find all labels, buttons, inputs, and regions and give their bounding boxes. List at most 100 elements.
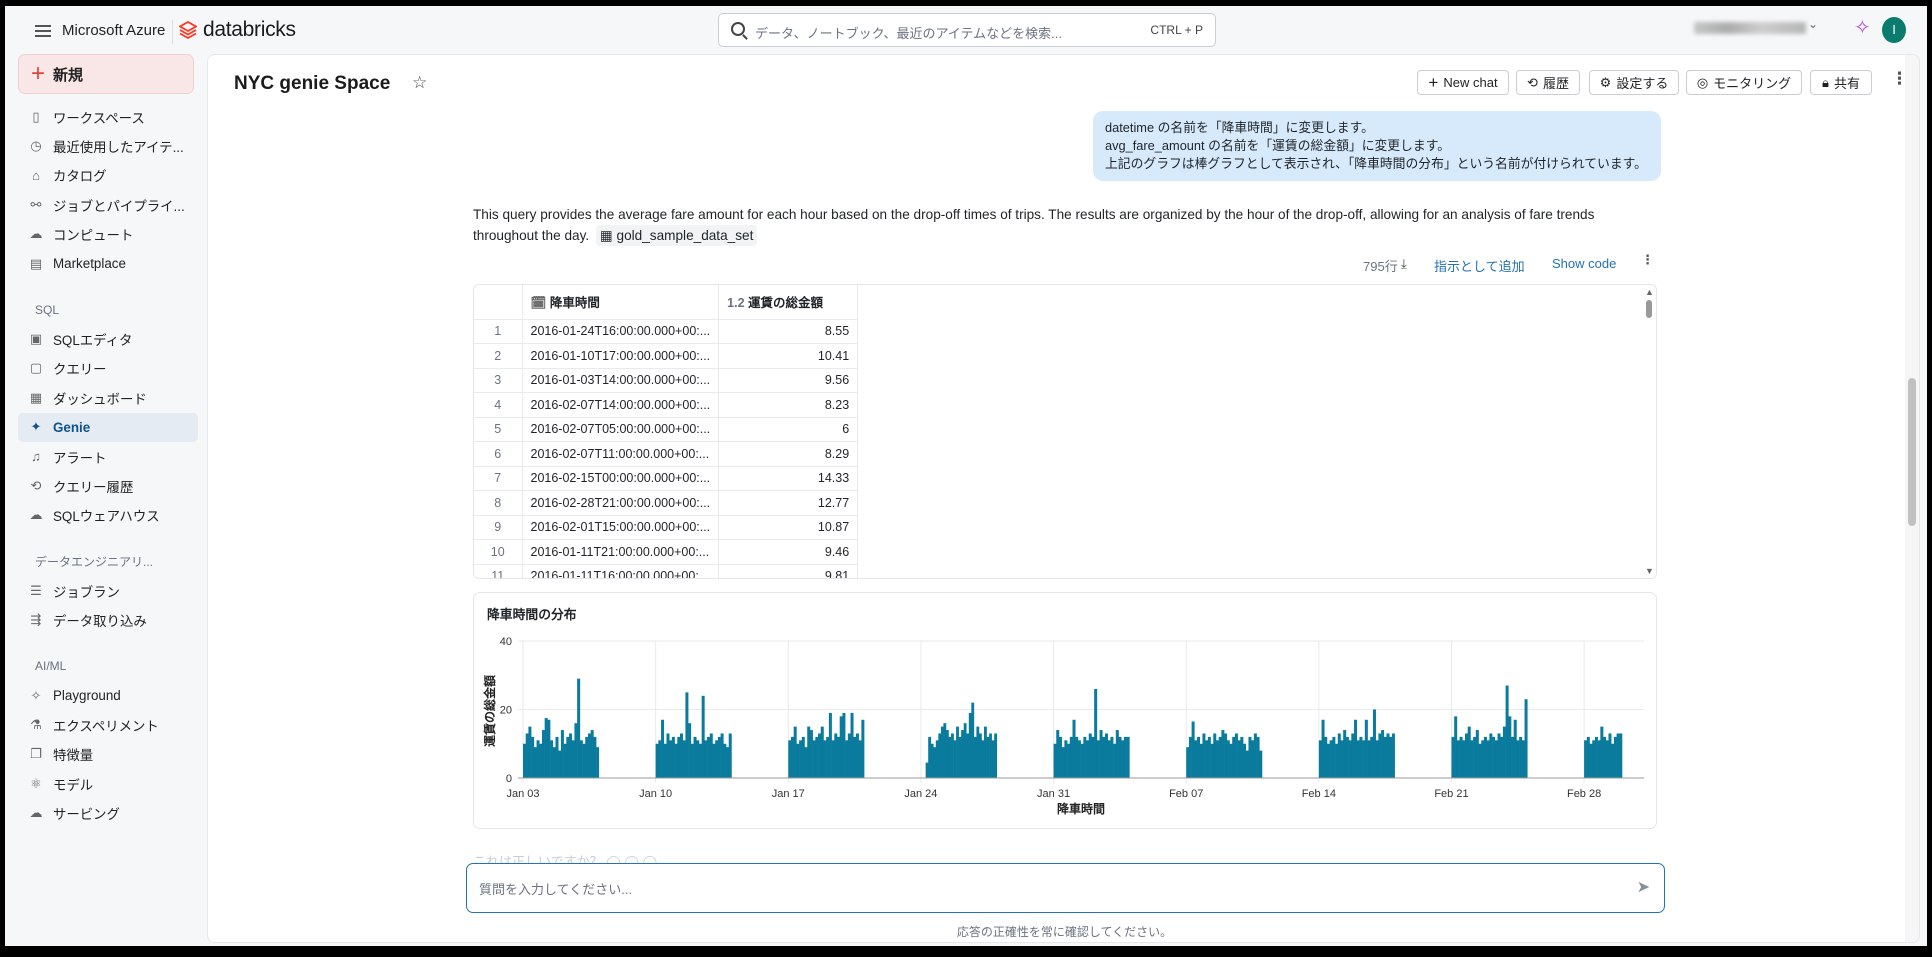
sidebar-item[interactable]: ⇶ データ取り込み [18,605,198,634]
lock-icon: 🔒︎ [1822,74,1829,90]
bar [828,712,832,778]
table-icon: ▦ [599,228,613,243]
bar [712,743,716,778]
user-avatar[interactable]: I [1882,17,1906,43]
sidebar-item[interactable]: ☁ コンピュート [18,220,198,249]
user-message-line: avg_fare_amount の名前を「運賃の総金額」に変更します。 [1105,138,1451,153]
sidebar-item[interactable]: ⚯ ジョブとパイプライ... [18,190,198,219]
bar [799,740,803,778]
bar [1091,736,1095,778]
settings-button[interactable]: ⚙ 設定する [1589,70,1679,95]
bar [1478,743,1482,778]
assistant-sparkle-icon[interactable]: ✧ [1854,17,1871,39]
result-more-icon[interactable]: ⋮ [1641,252,1654,267]
share-button[interactable]: 🔒︎ 共有 [1810,70,1872,95]
column-header-fare[interactable]: 1.2 運賃の総金額 [718,285,859,320]
bar [1605,740,1609,778]
bar [807,726,811,778]
sidebar-item[interactable]: ⌂ カタログ [18,161,198,190]
sidebar-item[interactable]: ☰ ジョブラン [18,576,198,605]
bar [536,740,540,778]
table-row: 8 2016-02-28T21:00:00.000+00:... 12.77 [474,490,859,516]
scroll-up-icon[interactable]: ▲ [1645,287,1654,297]
row-index: 10 [474,539,523,565]
sidebar-item[interactable]: ❐ 特徴量 [18,740,198,769]
new-chat-button[interactable]: + New chat [1417,70,1509,95]
sidebar-item[interactable]: ◷ 最近使用したアイテ... [18,131,198,160]
sidebar-item[interactable]: ♫ アラート [18,442,198,471]
sidebar-item[interactable]: ▢ クエリー [18,354,198,383]
bar [1340,740,1344,778]
bar [698,743,702,778]
bar [815,736,819,778]
row-index: 8 [474,490,523,516]
sidebar-item[interactable]: ⚛ モデル [18,769,198,798]
workspace-icon: ▯ [32,108,40,124]
thumbs-down-icon[interactable]: ◯ [624,855,639,863]
scroll-down-icon[interactable]: ▼ [1645,566,1654,576]
bar [1508,716,1512,778]
bar [925,762,929,778]
bar [528,726,532,778]
thumbs-up-icon[interactable]: ◯ [606,855,621,863]
favorite-star-icon[interactable]: ☆ [412,73,428,92]
column-header-dropoff[interactable]: 🗓︎ 降車時間 [522,285,720,320]
sidebar-item[interactable]: ▤ Marketplace [18,249,198,278]
bar [1356,740,1360,778]
workspace-switcher[interactable] [1694,22,1806,34]
sidebar-item[interactable]: ⟲ クエリー履歴 [18,471,198,500]
retry-icon[interactable]: ◯ [642,855,658,863]
dataset-chip[interactable]: ▦ gold_sample_data_set [595,225,758,246]
bar [1259,750,1263,778]
more-options-icon[interactable]: ⋮ [1891,69,1908,88]
new-button[interactable]: + 新規 [18,54,194,94]
bar [966,733,970,778]
download-icon[interactable]: ⤓ [1401,256,1407,271]
terminal-icon: ▣ [29,331,43,347]
sidebar-item[interactable]: ▯ ワークスペース [18,102,198,131]
bar [709,733,713,778]
bar [525,733,529,778]
bar [701,695,705,778]
sidebar-item[interactable]: ✧ Playground [18,681,198,710]
bar [1502,726,1506,778]
bar [728,733,732,778]
sidebar-item[interactable]: ✦ Genie [18,412,198,442]
hamburger-menu-icon[interactable] [35,25,51,37]
bar [984,726,987,778]
scroll-thumb[interactable] [1646,300,1652,318]
sidebar-item[interactable]: ☁ サービング [18,798,198,827]
bar [663,743,667,778]
table-scrollbar[interactable]: ▲ ▼ [1642,285,1656,578]
chevron-down-icon[interactable]: ⌄ [1808,17,1819,31]
sidebar-item-label: Genie [53,419,91,435]
fare-cell: 12.77 [718,490,859,516]
databricks-brand: databricks [203,18,296,41]
show-code-link[interactable]: Show code [1552,256,1617,271]
bar [1381,730,1385,778]
sidebar-item[interactable]: ▣ SQLエディタ [18,324,198,353]
bar [1378,733,1382,778]
sidebar-item[interactable]: ☁ SQLウェアハウス [18,501,198,530]
page-scroll-thumb[interactable] [1908,378,1916,526]
monitoring-button[interactable]: ◎ モニタリング [1686,70,1802,95]
sidebar-item[interactable]: ▦ ダッシュボード [18,383,198,412]
row-index: 6 [474,441,523,467]
bar [1589,743,1593,778]
bar [1459,736,1463,778]
bar [976,726,980,778]
sidebar-item[interactable]: ⚗ エクスペリメント [18,710,198,739]
bar [943,723,947,778]
add-as-instruction-link[interactable]: 指示として追加 [1434,259,1525,274]
global-search-input[interactable]: データ、ノートブック、最近のアイテムなどを検索... CTRL + P [718,13,1216,47]
history-button[interactable]: ⟲ 履歴 [1516,70,1580,95]
bar [978,733,982,778]
bar [566,736,570,778]
send-icon[interactable]: ➤ [1636,879,1650,896]
bar [968,712,972,778]
chat-input[interactable]: 質問を入力してください... ➤ [466,863,1665,913]
bar [539,743,543,778]
monitoring-label: モニタリング [1713,76,1792,91]
bar [961,730,965,778]
bar [1202,733,1206,778]
